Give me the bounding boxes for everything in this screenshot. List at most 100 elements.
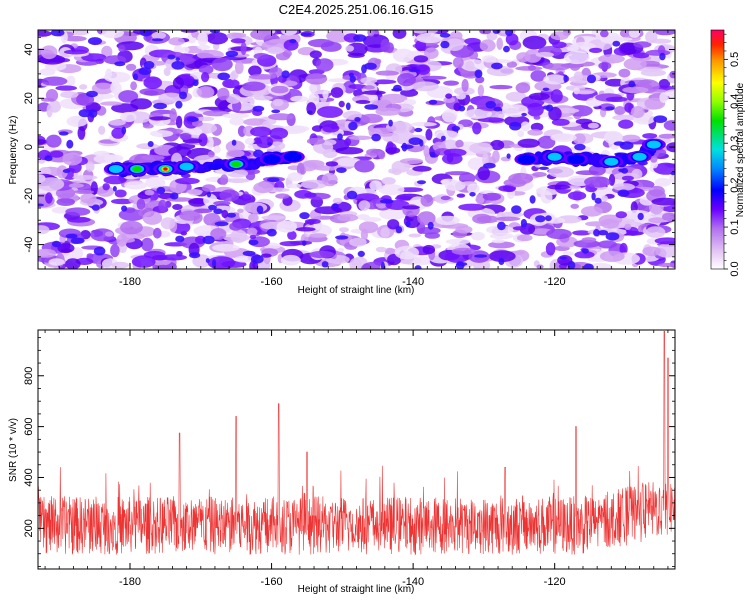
noise-blob xyxy=(526,102,544,117)
noise-blob xyxy=(282,49,292,58)
noise-blob xyxy=(211,57,233,72)
noise-blob xyxy=(530,122,544,132)
noise-blob-strong xyxy=(169,192,179,200)
noise-blob xyxy=(321,172,338,187)
noise-blob-strong xyxy=(612,40,621,47)
noise-blob xyxy=(344,138,352,146)
noise-blob xyxy=(425,128,433,141)
noise-blob xyxy=(198,133,208,147)
noise-blob xyxy=(103,71,131,83)
noise-blob xyxy=(618,119,634,129)
noise-blob xyxy=(434,130,459,140)
noise-blob xyxy=(492,150,500,163)
noise-blob xyxy=(151,31,166,40)
noise-blob-strong xyxy=(506,153,511,159)
noise-blob xyxy=(548,166,574,178)
noise-blob-strong xyxy=(400,144,414,149)
noise-blob xyxy=(669,70,675,79)
noise-blob xyxy=(247,227,258,236)
noise-blob xyxy=(234,60,244,74)
noise-blob xyxy=(207,256,236,269)
noise-blob-strong xyxy=(529,195,536,204)
noise-blob xyxy=(512,226,527,231)
noise-blob-strong xyxy=(503,45,510,53)
noise-blob-strong xyxy=(492,30,501,34)
signal-peak xyxy=(604,157,619,166)
noise-blob-strong xyxy=(187,117,199,122)
noise-blob xyxy=(445,93,453,99)
noise-blob xyxy=(197,32,209,46)
noise-blob xyxy=(658,262,675,268)
noise-blob xyxy=(537,135,556,149)
noise-blob xyxy=(557,71,564,76)
colorbar: 0.0 0.1 0.2 0.3 0.4 0.5 Normalized spectral a… xyxy=(710,29,746,277)
noise-blob xyxy=(305,73,328,85)
noise-blob xyxy=(413,55,429,63)
noise-blob xyxy=(658,133,675,139)
noise-blob xyxy=(250,30,273,40)
noise-blob xyxy=(584,176,611,188)
noise-blob xyxy=(120,237,135,243)
noise-blob-strong xyxy=(440,40,450,49)
noise-blob xyxy=(124,207,136,214)
noise-blob xyxy=(469,142,493,154)
noise-blob xyxy=(366,148,382,156)
noise-blob-strong xyxy=(58,131,69,136)
noise-blob xyxy=(358,200,371,211)
noise-blob-strong xyxy=(427,221,434,230)
noise-blob-strong xyxy=(594,197,602,204)
noise-blob xyxy=(48,258,65,266)
noise-blob-strong xyxy=(289,39,297,44)
noise-blob-strong xyxy=(567,260,576,269)
noise-blob xyxy=(120,220,143,235)
noise-blob-strong xyxy=(605,232,620,241)
noise-blob xyxy=(421,75,447,80)
noise-blob xyxy=(111,127,125,139)
noise-blob xyxy=(239,96,250,103)
noise-blob-strong xyxy=(51,240,61,248)
noise-blob xyxy=(160,217,176,230)
noise-blob xyxy=(455,139,464,148)
noise-blob-strong xyxy=(301,240,307,246)
signal-peak xyxy=(517,154,536,165)
noise-blob xyxy=(272,98,284,107)
noise-blob xyxy=(348,84,367,90)
noise-blob xyxy=(443,148,467,157)
noise-blob xyxy=(491,239,505,244)
noise-blob-strong xyxy=(253,149,264,158)
noise-blob xyxy=(550,133,577,142)
noise-blob xyxy=(360,113,383,124)
noise-blob xyxy=(516,52,531,63)
noise-blob xyxy=(456,193,466,198)
noise-blob xyxy=(249,234,257,240)
noise-blob xyxy=(338,100,345,108)
noise-blob xyxy=(196,116,215,122)
noise-blob xyxy=(648,217,666,224)
noise-blob xyxy=(628,30,641,38)
noise-blob xyxy=(464,108,493,119)
noise-blob-strong xyxy=(138,67,152,75)
noise-blob xyxy=(101,30,124,39)
noise-blob-strong xyxy=(50,30,65,37)
noise-blob-strong xyxy=(214,221,229,227)
noise-blob xyxy=(472,122,482,135)
noise-blob-strong xyxy=(88,37,102,46)
noise-blob xyxy=(464,37,481,45)
noise-blob xyxy=(394,245,419,260)
noise-blob xyxy=(193,208,213,214)
noise-blob-strong xyxy=(439,32,451,38)
noise-blob xyxy=(655,243,675,258)
noise-blob xyxy=(46,104,53,118)
noise-blob xyxy=(379,208,407,220)
noise-blob xyxy=(244,137,255,145)
noise-blob xyxy=(347,52,365,58)
noise-blob-strong xyxy=(226,212,236,218)
noise-blob xyxy=(669,173,675,184)
y-tick-label: 0 xyxy=(23,144,35,150)
noise-blob xyxy=(417,226,441,235)
noise-blob-strong xyxy=(391,88,403,92)
noise-blob xyxy=(451,247,476,255)
noise-blob-strong xyxy=(348,72,354,78)
noise-blob xyxy=(337,214,359,222)
noise-blob xyxy=(345,45,355,52)
